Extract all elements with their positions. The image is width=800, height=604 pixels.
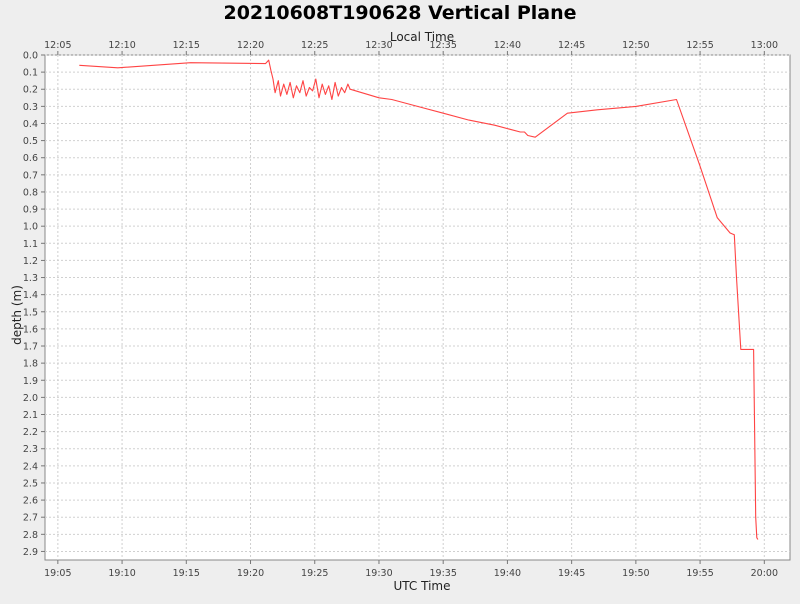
x-tick-label: 19:10 — [108, 568, 135, 579]
y-tick-label: 1.4 — [23, 290, 38, 301]
y-tick-label: 0.2 — [23, 85, 38, 96]
x-tick-label: 19:35 — [429, 568, 456, 579]
y-tick-label: 0.7 — [23, 170, 38, 181]
y-tick-label: 0.1 — [23, 68, 38, 79]
y-tick-label: 0.0 — [23, 51, 38, 62]
x-tick-label: 19:45 — [558, 568, 585, 579]
y-tick-label: 0.5 — [23, 136, 38, 147]
y-tick-label: 0.4 — [23, 119, 38, 130]
axes: 19:05 12:05 19:10 12:10 19:15 12:15 19:20 12:20… — [23, 40, 778, 579]
y-tick-label: 1.8 — [23, 359, 38, 370]
plot-area — [44, 54, 791, 561]
gridlines — [45, 54, 790, 560]
y-tick-label: 2.6 — [23, 496, 38, 507]
x2-tick-label: 12:05 — [44, 40, 71, 51]
x-tick-label: 19:50 — [622, 568, 649, 579]
y-tick-label: 1.7 — [23, 342, 38, 353]
y-tick-label: 1.3 — [23, 273, 38, 284]
x-tick-label: 19:20 — [237, 568, 264, 579]
y-tick-label: 2.4 — [23, 461, 38, 472]
y-tick-label: 0.8 — [23, 187, 38, 198]
x-tick-label: 19:40 — [494, 568, 521, 579]
x2-tick-label: 12:45 — [558, 40, 585, 51]
x-tick-label: 20:00 — [751, 568, 778, 579]
x2-tick-label: 12:55 — [686, 40, 713, 51]
y-tick-label: 0.6 — [23, 153, 38, 164]
series-group — [79, 59, 759, 540]
local-time-axis-title: Local Time — [390, 30, 454, 44]
y-tick-label: 2.3 — [23, 444, 38, 455]
y-tick-label: 0.9 — [23, 205, 38, 216]
x2-tick-label: 12:30 — [365, 40, 392, 51]
x-tick-label: 19:55 — [686, 568, 713, 579]
depth-axis-title: depth (m) — [10, 285, 24, 345]
depth-series-line — [79, 59, 759, 540]
y-tick-label: 2.7 — [23, 513, 38, 524]
y-tick-label: 1.2 — [23, 256, 38, 267]
y-tick-label: 1.9 — [23, 376, 38, 387]
chart-title: 20210608T190628 Vertical Plane — [223, 2, 576, 24]
y-tick-label: 2.1 — [23, 410, 38, 421]
x2-tick-label: 12:35 — [429, 40, 456, 51]
y-tick-label: 2.2 — [23, 427, 38, 438]
x2-tick-label: 12:15 — [173, 40, 200, 51]
x-tick-label: 19:15 — [173, 568, 200, 579]
y-tick-label: 2.9 — [23, 547, 38, 558]
utc-time-axis-title: UTC Time — [394, 579, 451, 593]
x2-tick-label: 12:25 — [301, 40, 328, 51]
x-tick-label: 19:30 — [365, 568, 392, 579]
y-tick-label: 1.5 — [23, 307, 38, 318]
x2-tick-label: 12:50 — [622, 40, 649, 51]
x2-tick-label: 12:20 — [237, 40, 264, 51]
x-tick-label: 19:25 — [301, 568, 328, 579]
y-tick-label: 2.0 — [23, 393, 38, 404]
y-tick-label: 2.5 — [23, 478, 38, 489]
x2-tick-label: 13:00 — [751, 40, 778, 51]
y-tick-label: 1.1 — [23, 239, 38, 250]
y-tick-label: 2.8 — [23, 530, 38, 541]
x2-tick-label: 12:40 — [494, 40, 521, 51]
x-tick-label: 19:05 — [44, 568, 71, 579]
x2-tick-label: 12:10 — [108, 40, 135, 51]
y-tick-label: 0.3 — [23, 102, 38, 113]
y-tick-label: 1.6 — [23, 324, 38, 335]
y-tick-label: 1.0 — [23, 222, 38, 233]
